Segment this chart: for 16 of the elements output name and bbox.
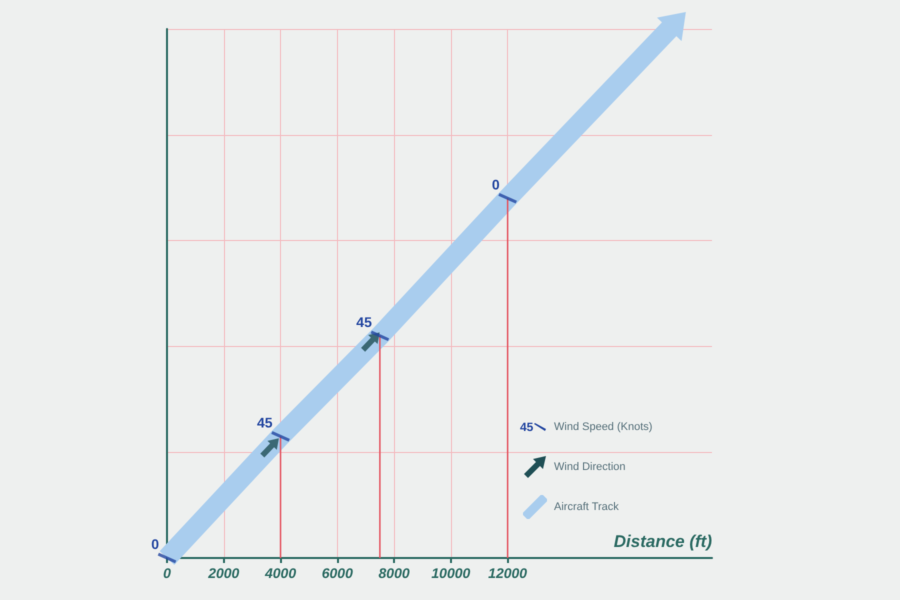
legend-label: Wind Direction bbox=[554, 461, 626, 473]
x-tick-label: 0 bbox=[163, 565, 172, 581]
annotation: 0 bbox=[151, 536, 160, 552]
annotation: 45 bbox=[256, 414, 273, 430]
x-tick-label: 6000 bbox=[322, 565, 354, 581]
x-tick-label: 8000 bbox=[378, 565, 410, 581]
x-tick-label: 2000 bbox=[207, 565, 240, 581]
x-tick-label: 12000 bbox=[488, 565, 528, 581]
annotation: 0 bbox=[492, 176, 500, 192]
x-axis-title: Distance (ft) bbox=[614, 532, 712, 551]
legend-label: Aircraft Track bbox=[554, 501, 619, 513]
annotation: 45 bbox=[356, 314, 372, 330]
x-tick-label: 4000 bbox=[264, 565, 296, 581]
text: 45 bbox=[520, 420, 534, 434]
legend-label: Wind Speed (Knots) bbox=[554, 421, 652, 433]
x-tick-label: 10000 bbox=[431, 565, 471, 581]
